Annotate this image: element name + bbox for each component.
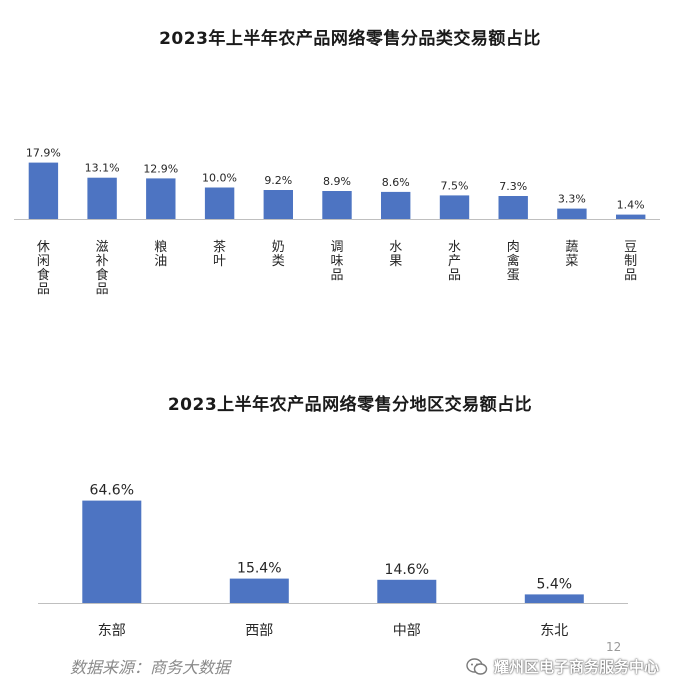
- category-label-1-3: 茶叶: [213, 239, 226, 269]
- value-label-2-1: 15.4%: [237, 561, 281, 577]
- value-label-1-3: 10.0%: [202, 172, 237, 185]
- bar-1-6: [381, 191, 411, 219]
- wechat-icon: [466, 657, 488, 675]
- bar-1-7: [439, 195, 470, 219]
- bar-1-4: [263, 190, 293, 219]
- category-label-1-1: 滋补食品: [96, 240, 109, 297]
- bar-2-3: [524, 594, 584, 603]
- category-label-1-10: 豆制品: [624, 240, 637, 283]
- value-label-1-5: 8.9%: [323, 175, 351, 188]
- category-label-2-3: 东北: [540, 623, 568, 639]
- value-label-1-10: 1.4%: [617, 199, 645, 212]
- category-label-1-5: 调味品: [330, 240, 343, 283]
- category-label-1-7: 水产品: [448, 240, 461, 283]
- value-label-1-9: 3.3%: [558, 193, 586, 206]
- bar-1-8: [498, 196, 528, 219]
- bar-2-1: [229, 578, 289, 603]
- source-note: 数据来源：商务大数据: [70, 658, 231, 677]
- category-label-1-4: 奶类: [272, 240, 285, 269]
- chart-title-category: 2023年上半年农产品网络零售分品类交易额占比: [159, 29, 541, 49]
- category-label-1-0: 休闲食品: [37, 240, 50, 297]
- watermark: 耀州区电子商务服务中心: [466, 656, 659, 677]
- bar-1-1: [87, 177, 117, 219]
- bar-1-9: [557, 208, 587, 219]
- value-label-2-0: 64.6%: [90, 483, 134, 499]
- bar-1-3: [204, 187, 235, 219]
- bar-1-5: [322, 191, 352, 219]
- page-number: 12: [606, 640, 622, 654]
- value-label-1-8: 7.3%: [499, 180, 527, 193]
- value-label-2-3: 5.4%: [537, 576, 573, 592]
- value-label-1-1: 13.1%: [85, 162, 120, 175]
- category-label-2-0: 东部: [98, 623, 126, 639]
- bar-1-2: [146, 178, 176, 219]
- bar-2-2: [377, 579, 437, 603]
- bar-1-10: [616, 214, 646, 219]
- category-label-1-2: 粮油: [154, 240, 167, 269]
- category-label-1-6: 水果: [389, 240, 402, 269]
- category-label-2-1: 西部: [245, 623, 273, 639]
- category-label-1-8: 肉禽蛋: [507, 240, 520, 283]
- value-label-1-0: 17.9%: [26, 147, 61, 160]
- watermark-text: 耀州区电子商务服务中心: [494, 658, 660, 676]
- category-label-2-2: 中部: [393, 623, 421, 639]
- bar-2-0: [82, 500, 142, 603]
- region-bar-chart: 64.6% 东部 15.4% 西部 14.6% 中部 5.4% 东北: [38, 483, 628, 639]
- bar-1-0: [28, 162, 59, 219]
- value-label-2-2: 14.6%: [385, 562, 429, 578]
- category-bar-chart: 17.9% 休闲食品 13.1% 滋补食品 12.9% 粮油 10.0% 茶叶 9.2% 奶类 8.…: [14, 147, 660, 297]
- value-label-1-6: 8.6%: [382, 176, 410, 189]
- category-label-1-9: 蔬菜: [565, 240, 578, 269]
- chart-title-region: 2023上半年农产品网络零售分地区交易额占比: [167, 395, 533, 415]
- value-label-1-4: 9.2%: [264, 174, 292, 187]
- value-label-1-7: 7.5%: [441, 179, 469, 192]
- value-label-1-2: 12.9%: [143, 162, 178, 175]
